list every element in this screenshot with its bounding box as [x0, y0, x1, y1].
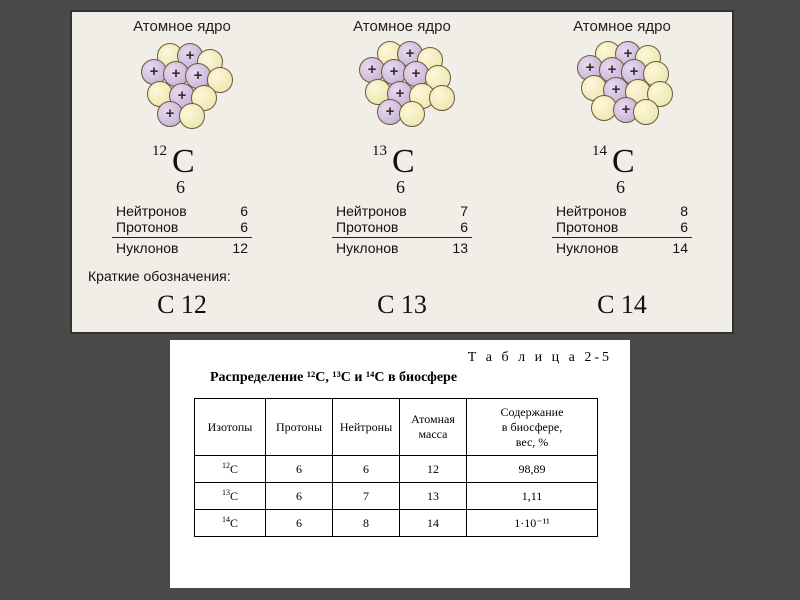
cell-p: 6	[266, 510, 333, 537]
isotope-symbol-c12: 12 C 6	[72, 143, 292, 199]
neutron-icon	[399, 101, 425, 127]
nucleus-title: Атомное ядро	[72, 18, 292, 35]
cell-m: 13	[400, 483, 467, 510]
nucleus-diagram-c13	[347, 41, 457, 141]
col-neutrons: Нейтроны	[333, 399, 400, 456]
cell-iso: 13С	[195, 483, 266, 510]
table-body: 12С661298,8913С67131,1114С68141·10⁻¹¹	[195, 456, 598, 537]
cell-p: 6	[266, 483, 333, 510]
col-isotopes: Изотопы	[195, 399, 266, 456]
cell-iso: 14С	[195, 510, 266, 537]
cell-n: 7	[333, 483, 400, 510]
cell-n: 8	[333, 510, 400, 537]
short-code-c13: C 13	[292, 290, 512, 320]
isotope-diagram-panel: Атомное ядро 12 C 6 Нейтронов6 Протонов6…	[70, 10, 734, 334]
col-protons: Протоны	[266, 399, 333, 456]
table-row: 13С67131,11	[195, 483, 598, 510]
cell-n: 6	[333, 456, 400, 483]
nucleus-title: Атомное ядро	[292, 18, 512, 35]
table-row: 12С661298,89	[195, 456, 598, 483]
table-row: 14С68141·10⁻¹¹	[195, 510, 598, 537]
isotope-block-c13: Атомное ядро 13 C 6 Нейтронов7 Протонов6…	[292, 12, 512, 332]
short-code-c12: C 12	[72, 290, 292, 320]
nucleon-counts-c12: Нейтронов6 Протонов6 Нуклонов12	[112, 203, 252, 256]
biosphere-table-panel: Т а б л и ц а 2-5 Распределение ¹²С, ¹³С…	[170, 340, 630, 588]
table-header-row: Изотопы Протоны Нейтроны Атомнаямасса Со…	[195, 399, 598, 456]
nucleon-counts-c14: Нейтронов8 Протонов6 Нуклонов14	[552, 203, 692, 256]
isotope-symbol-c14: 14 C 6	[512, 143, 732, 199]
isotope-symbol-c13: 13 C 6	[292, 143, 512, 199]
neutron-icon	[179, 103, 205, 129]
table-caption: Распределение ¹²С, ¹³С и ¹⁴С в биосфере	[210, 370, 457, 386]
cell-c: 1·10⁻¹¹	[467, 510, 598, 537]
table-number: Т а б л и ц а 2-5	[468, 350, 612, 366]
col-mass: Атомнаямасса	[400, 399, 467, 456]
nucleus-diagram-c14	[567, 41, 677, 141]
neutron-icon	[633, 99, 659, 125]
short-code-c14: C 14	[512, 290, 732, 320]
isotope-block-c14: Атомное ядро 14 C 6 Нейтронов8 Протонов6…	[512, 12, 732, 332]
nucleus-diagram-c12	[127, 41, 237, 141]
neutron-icon	[429, 85, 455, 111]
nucleon-counts-c13: Нейтронов7 Протонов6 Нуклонов13	[332, 203, 472, 256]
cell-m: 14	[400, 510, 467, 537]
isotope-block-c12: Атомное ядро 12 C 6 Нейтронов6 Протонов6…	[72, 12, 292, 332]
nucleus-title: Атомное ядро	[512, 18, 732, 35]
col-content: Содержаниев биосфере,вес, %	[467, 399, 598, 456]
cell-p: 6	[266, 456, 333, 483]
cell-c: 98,89	[467, 456, 598, 483]
cell-m: 12	[400, 456, 467, 483]
cell-iso: 12С	[195, 456, 266, 483]
cell-c: 1,11	[467, 483, 598, 510]
biosphere-table: Изотопы Протоны Нейтроны Атомнаямасса Со…	[194, 398, 598, 537]
short-notation-label: Краткие обозначения:	[88, 268, 231, 284]
